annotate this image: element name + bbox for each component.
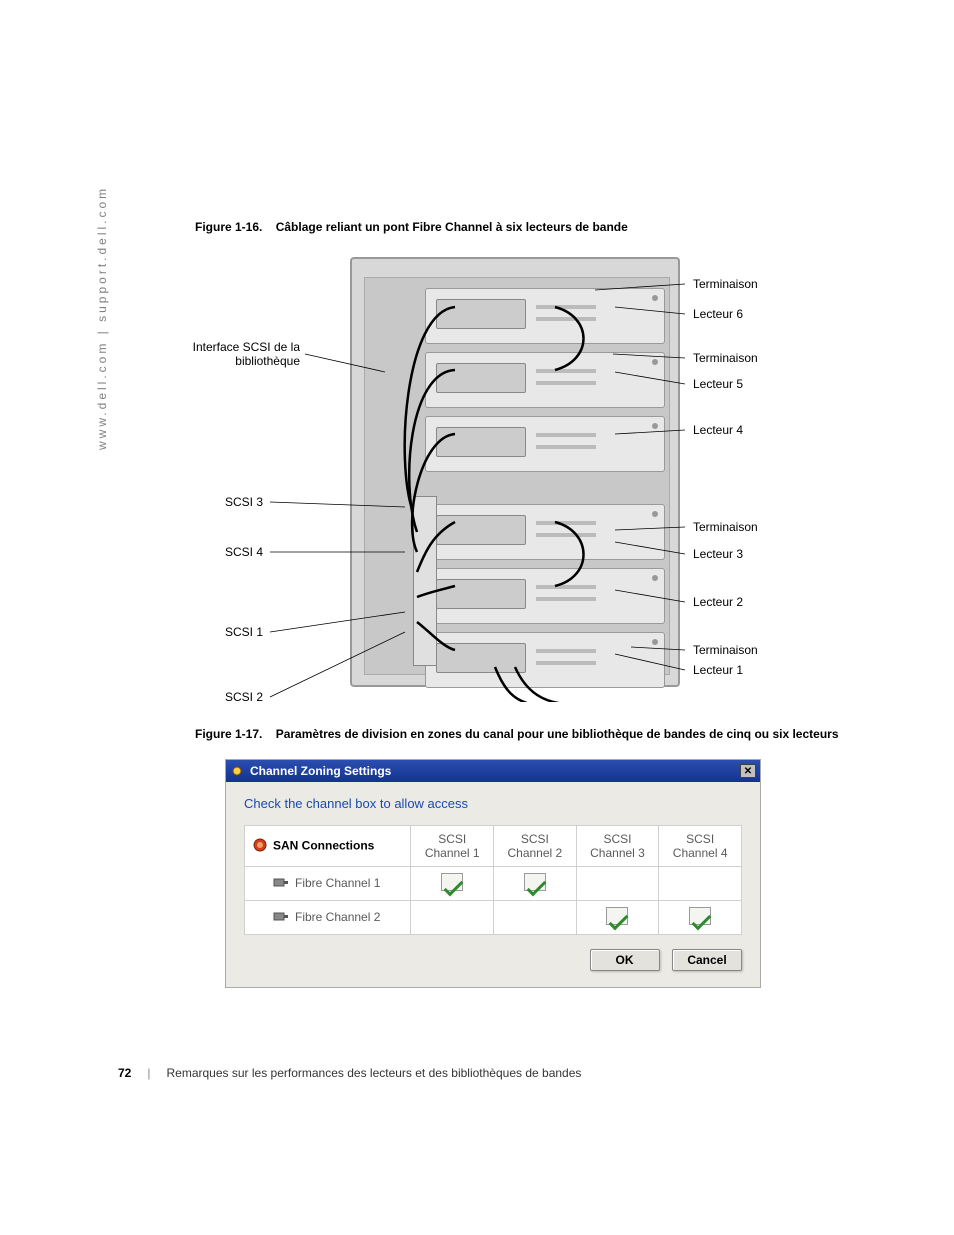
row-fc2-label: Fibre Channel 2 [245,901,411,935]
label-scsi3: SCSI 3 [213,495,263,509]
table-row: Fibre Channel 1 [245,867,742,901]
label-lecteur5: Lecteur 5 [693,377,743,391]
page-content: Figure 1-16. Câblage reliant un pont Fib… [195,220,845,988]
close-icon: ✕ [744,766,752,777]
label-lecteur6: Lecteur 6 [693,307,743,321]
cell-fc1-ch1[interactable] [411,867,494,901]
figure-16-caption: Figure 1-16. Câblage reliant un pont Fib… [195,220,845,234]
figure-17-caption: Figure 1-17. Paramètres de division en z… [195,727,845,741]
drive-bay-2 [425,568,665,624]
chassis-inner [364,277,670,675]
san-connections-label: SAN Connections [273,838,374,852]
cell-fc1-ch3[interactable] [576,867,659,901]
close-button[interactable]: ✕ [740,764,756,778]
fc-bridge-card [413,496,437,666]
drive-bay-6 [425,288,665,344]
section-title: Remarques sur les performances des lecte… [166,1066,581,1080]
ok-button[interactable]: OK [590,949,660,971]
drive-bay-3 [425,504,665,560]
col-scsi-4: SCSIChannel 4 [659,826,742,867]
label-term-1: Terminaison [693,277,758,291]
table-row: Fibre Channel 2 [245,901,742,935]
check-icon [606,907,628,925]
label-lecteur2: Lecteur 2 [693,595,743,609]
label-interface-scsi: Interface SCSI de la bibliothèque [190,340,300,368]
check-icon [524,873,546,891]
app-icon [230,764,244,778]
port-icon [273,876,289,891]
globe-icon [253,838,267,855]
cell-fc2-ch3[interactable] [576,901,659,935]
dialog-titlebar: Channel Zoning Settings ✕ [226,760,760,782]
check-icon [689,907,711,925]
cabling-diagram: Interface SCSI de la bibliothèque SCSI 3… [195,252,815,702]
zoning-table: SAN Connections SCSIChannel 1 SCSIChanne… [244,825,742,935]
cell-fc1-ch2[interactable] [494,867,577,901]
dialog-body: Check the channel box to allow access SA… [226,782,760,987]
label-scsi2: SCSI 2 [213,690,263,704]
figure-17-prefix: Figure 1-17. [195,727,262,741]
chassis [350,257,680,687]
zoning-table-body: Fibre Channel 1 Fibre Channel 2 [245,867,742,935]
cell-fc2-ch2[interactable] [494,901,577,935]
label-term-3: Terminaison [693,520,758,534]
dialog-hint: Check the channel box to allow access [244,796,742,811]
footer-separator: | [147,1066,150,1080]
figure-16-prefix: Figure 1-16. [195,220,262,234]
sidebar-url-text: www.dell.com | support.dell.com [95,186,109,450]
col-scsi-2: SCSIChannel 2 [494,826,577,867]
label-scsi1: SCSI 1 [213,625,263,639]
label-lecteur4: Lecteur 4 [693,423,743,437]
drive-bay-1 [425,632,665,688]
san-connections-header: SAN Connections [245,826,411,867]
page-footer: 72 | Remarques sur les performances des … [118,1066,581,1080]
label-lecteur3: Lecteur 3 [693,547,743,561]
label-term-4: Terminaison [693,643,758,657]
drive-bay-4 [425,416,665,472]
page-number: 72 [118,1066,131,1080]
row-fc1-text: Fibre Channel 1 [295,876,380,890]
col-scsi-1: SCSIChannel 1 [411,826,494,867]
drive-bay-5 [425,352,665,408]
dialog-title: Channel Zoning Settings [250,764,391,778]
row-fc2-text: Fibre Channel 2 [295,910,380,924]
port-icon [273,910,289,925]
figure-17-text: Paramètres de division en zones du canal… [276,727,839,741]
label-lecteur1: Lecteur 1 [693,663,743,677]
check-icon [441,873,463,891]
cell-fc2-ch1[interactable] [411,901,494,935]
dialog-buttons: OK Cancel [244,949,742,971]
channel-zoning-dialog: Channel Zoning Settings ✕ Check the chan… [225,759,761,988]
cancel-button[interactable]: Cancel [672,949,742,971]
cell-fc2-ch4[interactable] [659,901,742,935]
row-fc1-label: Fibre Channel 1 [245,867,411,901]
cell-fc1-ch4[interactable] [659,867,742,901]
label-scsi4: SCSI 4 [213,545,263,559]
col-scsi-3: SCSIChannel 3 [576,826,659,867]
label-term-2: Terminaison [693,351,758,365]
figure-16-text: Câblage reliant un pont Fibre Channel à … [276,220,628,234]
